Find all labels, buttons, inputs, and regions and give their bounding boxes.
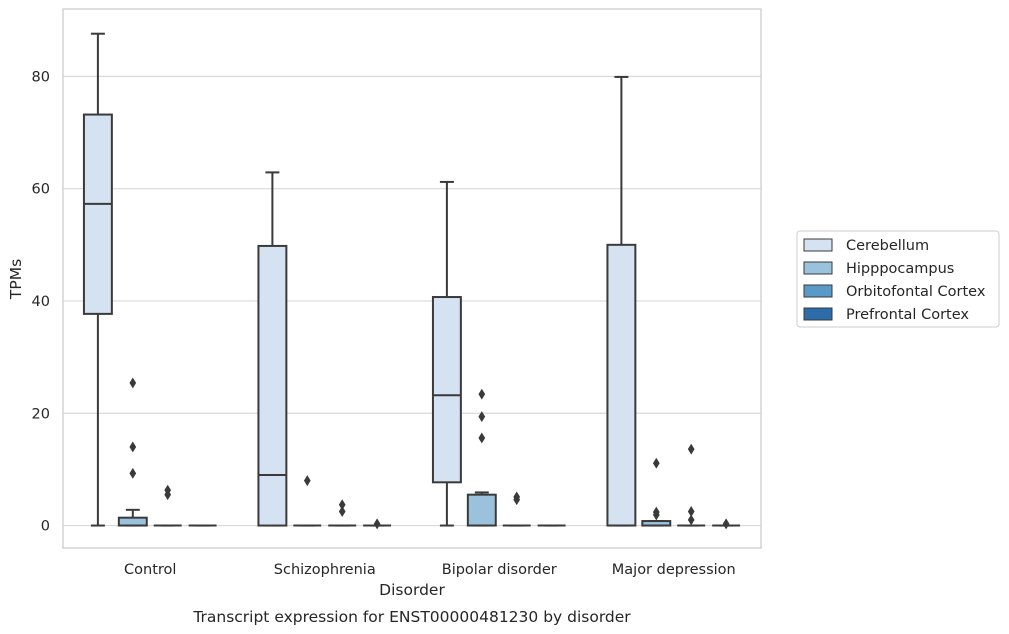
- outlier-point: [303, 475, 311, 487]
- box-body: [431, 296, 462, 484]
- y-tick-label: 40: [32, 294, 50, 310]
- box-hipppocampus: [117, 377, 148, 527]
- outlier-point: [478, 388, 486, 400]
- y-axis-ticks: 0 20 40 60 80: [32, 69, 50, 534]
- outlier-point: [373, 518, 381, 530]
- outlier-point: [687, 514, 695, 526]
- box-cerebellum: [82, 32, 113, 527]
- x-tick-label: Control: [124, 562, 176, 578]
- box-body: [466, 493, 497, 527]
- outlier-point: [478, 411, 486, 423]
- legend-entry-label: Hipppocampus: [846, 261, 954, 277]
- outlier-point: [164, 489, 172, 501]
- plot-frame: [62, 8, 762, 549]
- outlier-point: [338, 506, 346, 517]
- box-body: [606, 243, 637, 527]
- legend-entry-label: Orbitofontal Cortex: [846, 284, 986, 300]
- y-tick-label: 20: [32, 406, 50, 422]
- box-cerebellum: [431, 180, 462, 527]
- box-orbitofontal-cortex: [502, 491, 531, 527]
- outlier-point: [687, 443, 695, 455]
- x-tick-label: Schizophrenia: [274, 562, 376, 578]
- box-orbitofontal-cortex: [153, 484, 182, 527]
- box-orbitofontal-cortex: [677, 443, 706, 527]
- legend-swatch: [803, 238, 833, 252]
- box-orbitofontal-cortex: [328, 499, 357, 527]
- x-tick-label: Major depression: [612, 562, 736, 578]
- outlier-point: [478, 432, 486, 444]
- x-tick-label: Bipolar disorder: [442, 562, 557, 578]
- chart-caption: Transcript expression for ENST0000048123…: [192, 608, 631, 626]
- y-tick-label: 80: [32, 69, 50, 85]
- box-prefrontal-cortex: [712, 518, 741, 530]
- outlier-point: [652, 509, 660, 521]
- box-cerebellum: [257, 171, 288, 527]
- outlier-point: [687, 506, 695, 517]
- y-axis-label: TPMs: [7, 259, 25, 300]
- legend-swatch: [803, 261, 833, 275]
- box-cerebellum: [606, 75, 637, 527]
- legend-frame: [796, 230, 1000, 328]
- x-axis-ticks: Control Schizophrenia Bipolar disorder Majo…: [124, 562, 736, 578]
- box-plot-area: [82, 32, 741, 530]
- outlier-point: [129, 441, 137, 453]
- legend-swatch: [803, 307, 833, 321]
- outlier-point: [722, 518, 730, 530]
- box-hipppocampus: [293, 475, 322, 527]
- outlier-point: [652, 457, 660, 469]
- box-body: [82, 113, 113, 315]
- outlier-point: [338, 499, 346, 511]
- legend-entry-label: Prefrontal Cortex: [846, 307, 969, 323]
- x-axis-label: Disorder: [379, 581, 445, 599]
- legend-entry-label: Cerebellum: [846, 238, 929, 254]
- box-hipppocampus: [466, 388, 497, 527]
- legend-swatch: [803, 284, 833, 298]
- box-body: [257, 244, 288, 527]
- outlier-point: [129, 467, 137, 479]
- box-hipppocampus: [641, 457, 672, 527]
- box-body: [117, 516, 148, 527]
- outlier-point: [513, 494, 521, 506]
- legend: Cerebellum Hipppocampus Orbitofontal Corte…: [796, 230, 1000, 328]
- box-prefrontal-cortex: [363, 518, 392, 530]
- y-tick-label: 60: [32, 182, 50, 198]
- y-tick-label: 0: [41, 519, 50, 535]
- outlier-point: [129, 377, 137, 389]
